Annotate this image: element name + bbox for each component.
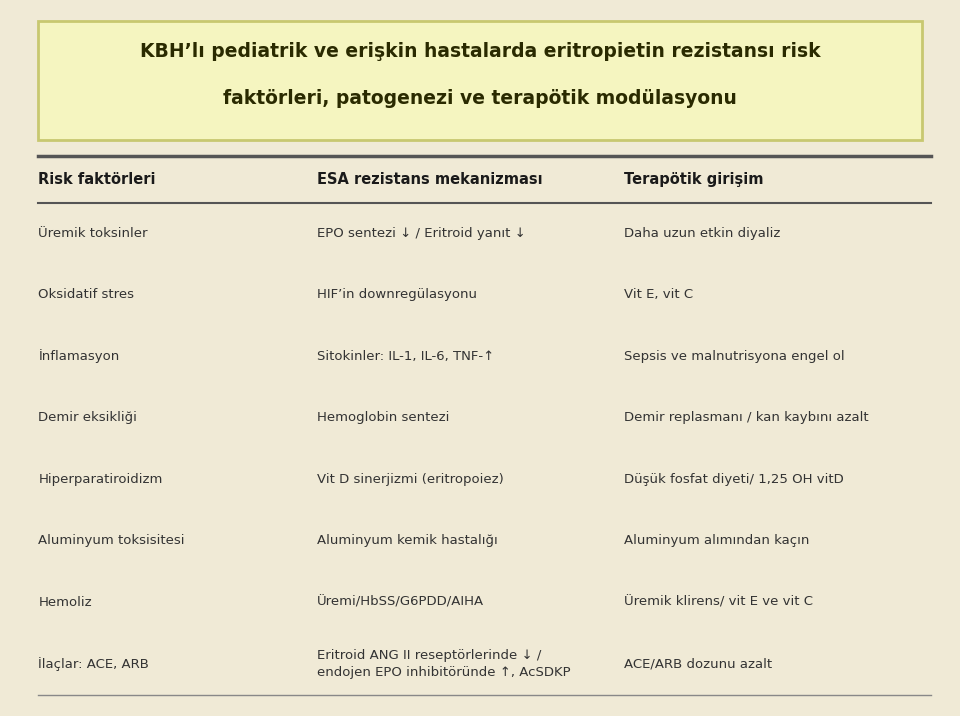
Text: ACE/ARB dozunu azalt: ACE/ARB dozunu azalt: [624, 657, 772, 670]
Text: Aluminyum kemik hastalığı: Aluminyum kemik hastalığı: [317, 534, 497, 547]
Text: Risk faktörleri: Risk faktörleri: [38, 173, 156, 187]
Text: Sepsis ve malnutrisyona engel ol: Sepsis ve malnutrisyona engel ol: [624, 350, 845, 363]
Text: Hemoglobin sentezi: Hemoglobin sentezi: [317, 411, 449, 425]
FancyBboxPatch shape: [38, 21, 922, 140]
Text: Sitokinler: IL-1, IL-6, TNF-↑: Sitokinler: IL-1, IL-6, TNF-↑: [317, 350, 494, 363]
Text: KBH’lı pediatrik ve erişkin hastalarda eritropietin rezistansı risk: KBH’lı pediatrik ve erişkin hastalarda e…: [140, 42, 820, 62]
Text: Üremik klirens/ vit E ve vit C: Üremik klirens/ vit E ve vit C: [624, 596, 813, 609]
Text: ESA rezistans mekanizması: ESA rezistans mekanizması: [317, 173, 542, 187]
Text: Hiperparatiroidizm: Hiperparatiroidizm: [38, 473, 163, 486]
Text: İlaçlar: ACE, ARB: İlaçlar: ACE, ARB: [38, 657, 149, 671]
Text: İnflamasyon: İnflamasyon: [38, 349, 120, 363]
Text: Üremi/HbSS/G6PDD/AIHA: Üremi/HbSS/G6PDD/AIHA: [317, 596, 484, 609]
Text: HIF’in downregülasyonu: HIF’in downregülasyonu: [317, 289, 477, 301]
Text: Aluminyum toksisitesi: Aluminyum toksisitesi: [38, 534, 185, 547]
Text: Vit D sinerjizmi (eritropoiez): Vit D sinerjizmi (eritropoiez): [317, 473, 504, 486]
Text: Aluminyum alımından kaçın: Aluminyum alımından kaçın: [624, 534, 809, 547]
Text: Demir eksikliği: Demir eksikliği: [38, 411, 137, 425]
Text: EPO sentezi ↓ / Eritroid yanıt ↓: EPO sentezi ↓ / Eritroid yanıt ↓: [317, 227, 525, 240]
Text: Eritroid ANG II reseptörlerinde ↓ /
endojen EPO inhibitöründe ↑, AcSDKP: Eritroid ANG II reseptörlerinde ↓ / endo…: [317, 649, 570, 679]
Text: Demir replasmanı / kan kaybını azalt: Demir replasmanı / kan kaybını azalt: [624, 411, 869, 425]
Text: Hemoliz: Hemoliz: [38, 596, 92, 609]
Text: Üremik toksinler: Üremik toksinler: [38, 227, 148, 240]
Text: Daha uzun etkin diyaliz: Daha uzun etkin diyaliz: [624, 227, 780, 240]
Text: Vit E, vit C: Vit E, vit C: [624, 289, 693, 301]
Text: Düşük fosfat diyeti/ 1,25 OH vitD: Düşük fosfat diyeti/ 1,25 OH vitD: [624, 473, 844, 486]
Text: faktörleri, patogenezi ve terapötik modülasyonu: faktörleri, patogenezi ve terapötik modü…: [223, 89, 737, 108]
Text: Oksidatif stres: Oksidatif stres: [38, 289, 134, 301]
Text: Terapötik girişim: Terapötik girişim: [624, 173, 763, 187]
